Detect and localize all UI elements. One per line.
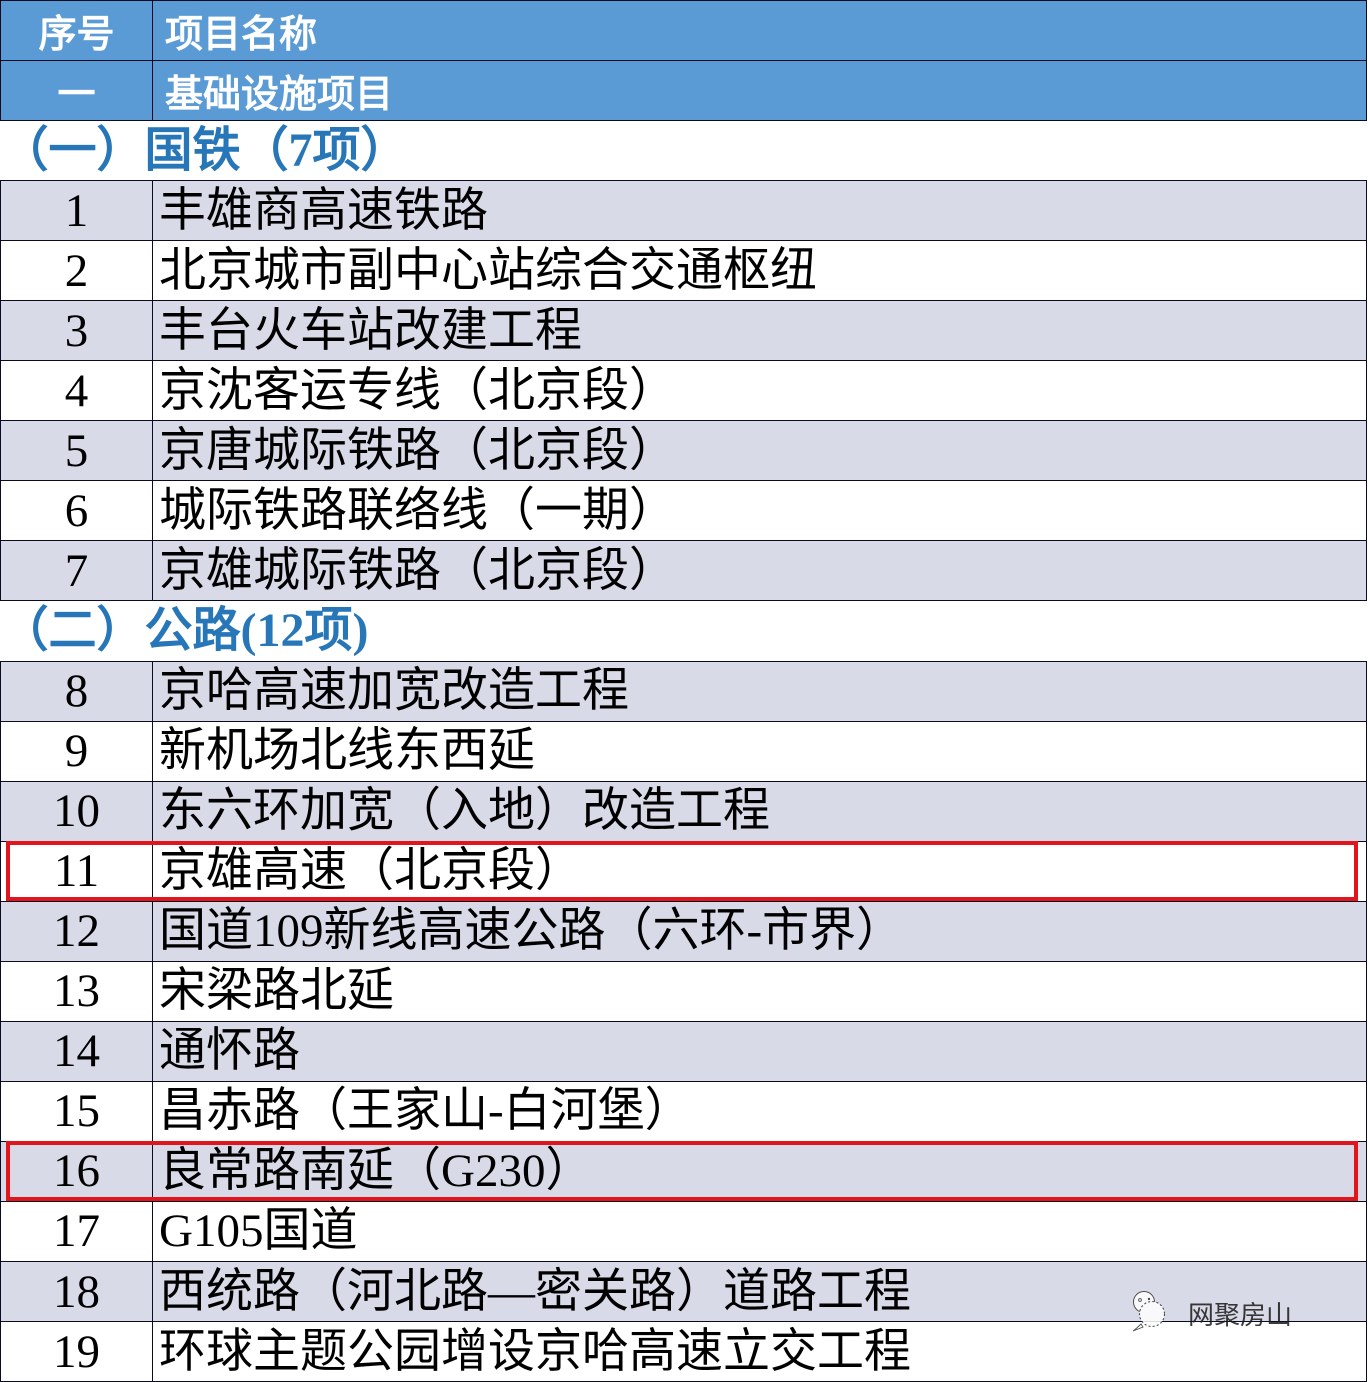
svg-text:网聚房山: 网聚房山 [1188, 1301, 1292, 1330]
